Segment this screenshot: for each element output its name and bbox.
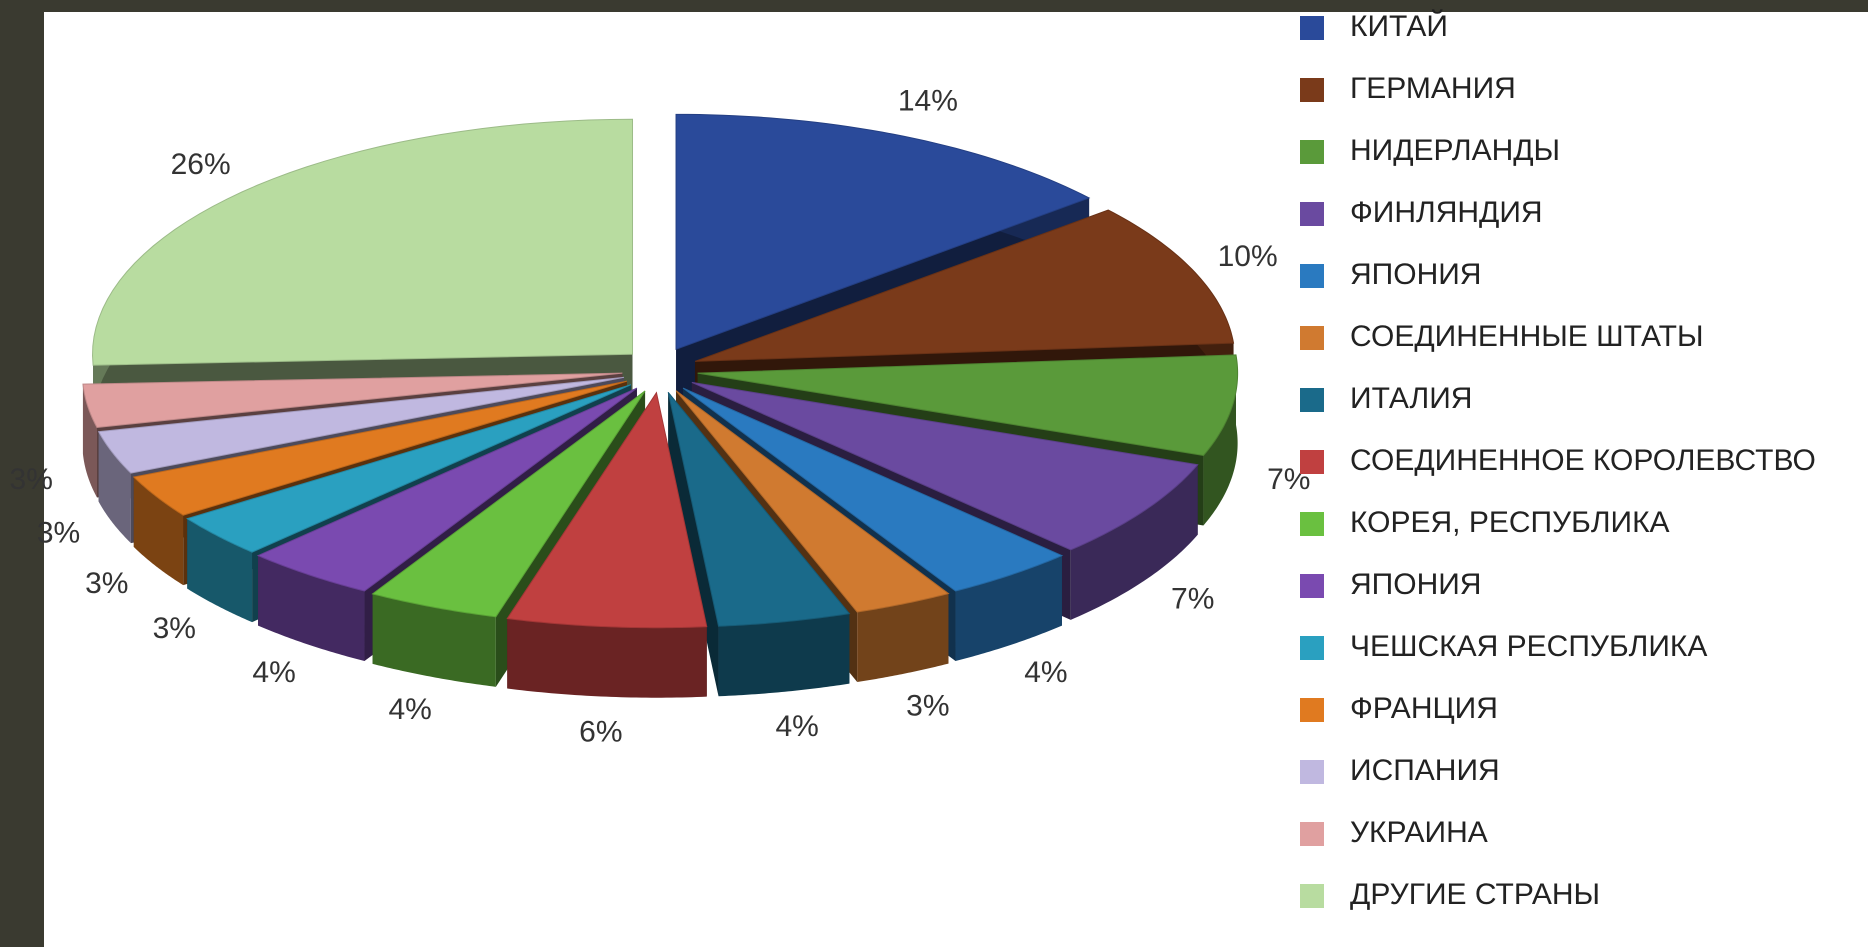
legend-label: ИСПАНИЯ [1350, 754, 1500, 787]
legend-swatch [1300, 698, 1324, 722]
slice-wall [668, 392, 719, 697]
legend-swatch [1300, 822, 1324, 846]
slice-top [675, 390, 950, 613]
legend-label: СОЕДИНЕННЫЕ ШТАТЫ [1350, 320, 1704, 353]
data-label: 6% [579, 716, 622, 749]
legend-swatch [1300, 760, 1324, 784]
legend-label: ЧЕШСКАЯ РЕСПУБЛИКА [1350, 630, 1707, 663]
legend-label: ФИНЛЯНДИЯ [1350, 196, 1543, 229]
slice-top [697, 354, 1239, 456]
legend-swatch [1300, 78, 1324, 102]
data-label: 4% [775, 710, 818, 743]
data-label: 7% [1171, 582, 1214, 615]
slice-side [1203, 354, 1238, 526]
legend-label: ГЕРМАНИЯ [1350, 72, 1516, 105]
slice-side [955, 555, 1062, 662]
data-label: 4% [388, 693, 431, 726]
data-label: 10% [1218, 240, 1278, 273]
slice-top [82, 372, 623, 429]
legend-label: ДРУГИЕ СТРАНЫ [1350, 878, 1600, 911]
slice-side [187, 518, 253, 623]
data-label: 3% [10, 463, 53, 496]
slice-top [97, 376, 625, 474]
legend-label: УКРАИНА [1350, 816, 1488, 849]
slice-top [132, 380, 628, 516]
slice-side [857, 593, 949, 683]
legend-swatch [1300, 16, 1324, 40]
slice-side [258, 555, 365, 662]
data-label: 3% [153, 612, 196, 645]
legend-label: ФРАНЦИЯ [1350, 692, 1498, 725]
legend-label: КОРЕЯ, РЕСПУБЛИКА [1350, 506, 1670, 539]
data-label: 3% [37, 517, 80, 550]
slice [506, 391, 708, 698]
legend-swatch [1300, 574, 1324, 598]
slice-side [98, 431, 131, 544]
legend-swatch [1300, 450, 1324, 474]
legend-swatch [1300, 264, 1324, 288]
slice-top [691, 381, 1199, 551]
legend-swatch [1300, 140, 1324, 164]
legend-swatch [1300, 512, 1324, 536]
slice-side [372, 593, 496, 687]
slice-top [371, 390, 646, 618]
slice [667, 391, 851, 697]
slice-side [82, 384, 97, 498]
slice-top [682, 387, 1064, 592]
data-label: 14% [898, 84, 958, 117]
legend-label: ЯПОНИЯ [1350, 568, 1481, 601]
legend-label: СОЕДИНЕННОЕ КОРОЛЕВСТВО [1350, 444, 1816, 477]
data-label: 3% [906, 689, 949, 722]
legend-swatch [1300, 884, 1324, 908]
legend-label: НИДЕРЛАНДЫ [1350, 134, 1560, 167]
slice-top [675, 113, 1091, 351]
legend-label: КИТАЙ [1350, 9, 1448, 43]
legend-label: ЯПОНИЯ [1350, 258, 1481, 291]
slice-top [506, 391, 708, 629]
slice-top [186, 384, 632, 553]
legend-swatch [1300, 388, 1324, 412]
slice-side [133, 477, 184, 586]
legend-label: ИТАЛИЯ [1350, 382, 1472, 415]
data-label: 26% [171, 148, 231, 181]
slice-side [718, 613, 850, 697]
slice-side [507, 618, 707, 698]
slice-top [92, 118, 634, 366]
data-label: 4% [252, 656, 295, 689]
legend-swatch [1300, 326, 1324, 350]
legend-swatch [1300, 636, 1324, 660]
slice-top [667, 391, 851, 627]
slice-side [1070, 464, 1198, 620]
data-label: 4% [1024, 656, 1067, 689]
slice-top [694, 209, 1235, 362]
data-label: 3% [85, 567, 128, 600]
slice-top [256, 387, 638, 592]
legend-swatch [1300, 202, 1324, 226]
